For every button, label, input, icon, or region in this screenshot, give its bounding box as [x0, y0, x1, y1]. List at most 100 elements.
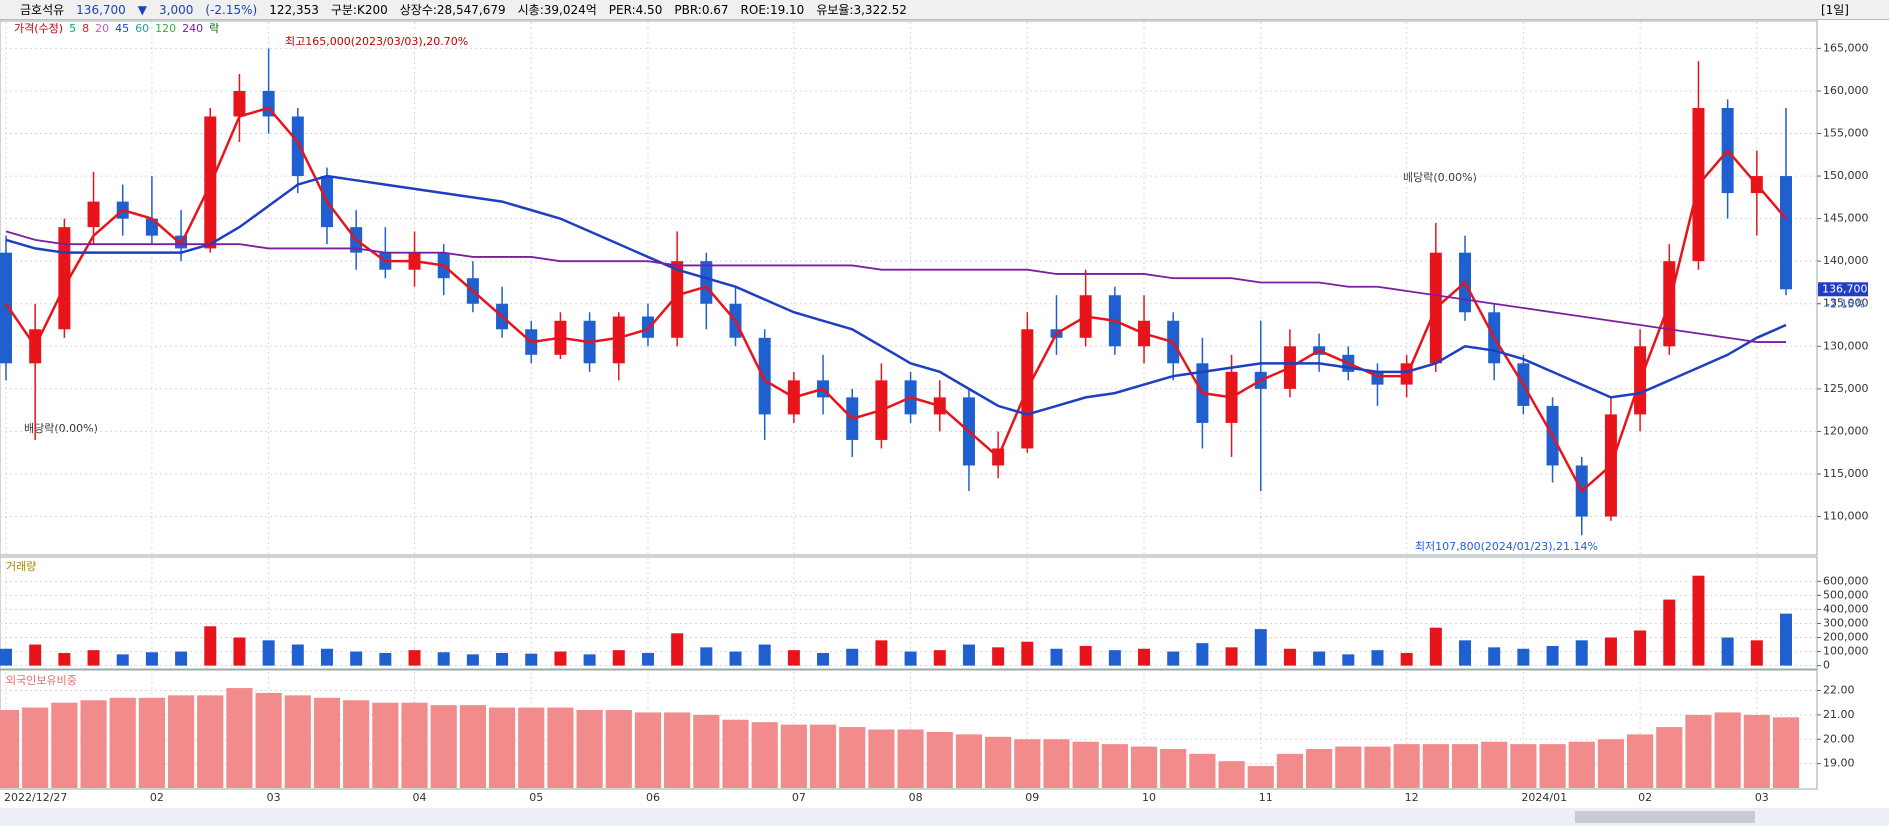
scroll-thumb[interactable]: [1575, 811, 1755, 823]
y-tick-label: 20.00: [1823, 732, 1855, 745]
volume-bar: [116, 654, 129, 666]
last-price-label: 136,700: [1822, 282, 1868, 295]
volume-bar: [350, 651, 363, 666]
shares: 상장수:28,547,679: [399, 3, 506, 17]
volume-bar: [992, 647, 1005, 666]
foreign-bar: [722, 719, 749, 788]
volume-bar: [204, 626, 217, 666]
x-tick-label: 04: [413, 791, 427, 804]
volume-bar: [1429, 627, 1442, 666]
foreign-bar: [430, 705, 457, 788]
foreign-bar: [22, 707, 49, 788]
volume-bar: [408, 650, 421, 666]
per: PER:4.50: [608, 2, 663, 17]
volume-bar: [1313, 651, 1326, 666]
volume-bar: [291, 644, 304, 666]
foreign-bar: [1481, 741, 1508, 788]
foreign-bar: [1335, 746, 1362, 788]
legend-item[interactable]: 45: [115, 22, 129, 35]
price: 136,700: [76, 2, 126, 17]
y-tick-label: 155,000: [1823, 127, 1869, 140]
foreign-bar: [809, 724, 837, 788]
foreign-bar: [1101, 744, 1128, 788]
foreign-panel: [0, 669, 1818, 790]
period[interactable]: [1일]: [1820, 3, 1849, 17]
low-annotation: 최저107,800(2024/01/23),21.14%: [1415, 540, 1598, 553]
legend-item[interactable]: 락: [209, 22, 219, 35]
moving-average: [5, 230, 1786, 343]
x-tick-label: 09: [1025, 791, 1039, 804]
foreign-bar: [634, 712, 662, 788]
foreign-bar: [664, 712, 691, 788]
foreign-bar: [576, 710, 603, 788]
y-tick-label: 160,000: [1823, 84, 1869, 97]
y-tick-label: 400,000: [1823, 602, 1869, 615]
candle-body: [0, 252, 12, 364]
y-tick-label: 145,000: [1823, 212, 1869, 225]
foreign-bar: [547, 707, 574, 788]
volume-bar: [379, 652, 392, 666]
x-tick-label: 2022/12/27: [4, 791, 67, 804]
volume-bar: [525, 653, 538, 666]
foreign-bar: [1160, 749, 1187, 788]
candle-body: [641, 316, 654, 338]
volume-bar: [262, 640, 275, 666]
foreign-bar: [343, 700, 370, 788]
legend-item[interactable]: 240: [182, 22, 203, 35]
foreign-bar: [1656, 727, 1683, 788]
volume-bar: [1254, 629, 1267, 666]
candle-body: [671, 261, 684, 338]
foreign-bar: [780, 724, 807, 788]
foreign-bar: [985, 736, 1012, 788]
candle-body: [291, 116, 304, 177]
legend-item[interactable]: 120: [155, 22, 176, 35]
volume-bar: [1342, 654, 1355, 666]
x-tick-label: 03: [1755, 791, 1769, 804]
y-tick-label: 19.00: [1823, 757, 1855, 770]
x-tick-label: 11: [1259, 791, 1273, 804]
volume-bar: [145, 652, 158, 666]
volume-bar: [496, 652, 509, 666]
volume-bar: [1575, 640, 1588, 666]
dividend-annotation: 배당락(0.00%): [1403, 171, 1477, 184]
foreign-bar: [1189, 753, 1216, 788]
legend-item[interactable]: 가격(수정): [14, 22, 63, 35]
candle-body: [612, 316, 625, 364]
foreign-bar: [1364, 746, 1391, 788]
market-cap: 시총:39,024억: [517, 3, 597, 17]
x-tick-label: 2024/01: [1521, 791, 1567, 804]
y-tick-label: 165,000: [1823, 41, 1869, 54]
foreign-bar: [226, 688, 253, 788]
volume-bar: [1050, 648, 1063, 666]
x-tick-label: 03: [267, 791, 281, 804]
legend-item[interactable]: 20: [95, 22, 109, 35]
legend-item[interactable]: 60: [135, 22, 149, 35]
x-tick-label: 08: [909, 791, 923, 804]
y-tick-label: 150,000: [1823, 169, 1869, 182]
header-bar: 금호석유 136,700 ▼ 3,000 (-2.15%) 122,353 구분…: [0, 0, 1889, 20]
change: 3,000: [159, 2, 194, 17]
volume-bar: [700, 647, 713, 666]
foreign-bar: [80, 700, 107, 788]
candle-body: [233, 90, 246, 117]
volume-bar: [1663, 599, 1676, 666]
foreign-bar: [1685, 714, 1712, 788]
foreign-bar: [1276, 753, 1304, 788]
index: 구분:K200: [330, 3, 388, 17]
foreign-bar: [401, 702, 428, 788]
foreign-bar: [1714, 712, 1741, 788]
volume-bar: [1780, 613, 1792, 666]
foreign-bar: [1510, 744, 1537, 788]
change-pct: (-2.15%): [205, 2, 258, 17]
legend-item[interactable]: 5: [69, 22, 76, 35]
volume-bar: [554, 651, 567, 666]
legend-item[interactable]: 8: [82, 22, 89, 35]
roe: ROE:19.10: [740, 2, 805, 17]
y-tick-label: 300,000: [1823, 616, 1869, 629]
scrollbar[interactable]: [0, 808, 1889, 826]
volume-bar: [962, 644, 975, 666]
stock-name[interactable]: 금호석유: [20, 3, 65, 17]
foreign-bar: [1422, 744, 1449, 788]
volume-bar: [1546, 645, 1559, 666]
